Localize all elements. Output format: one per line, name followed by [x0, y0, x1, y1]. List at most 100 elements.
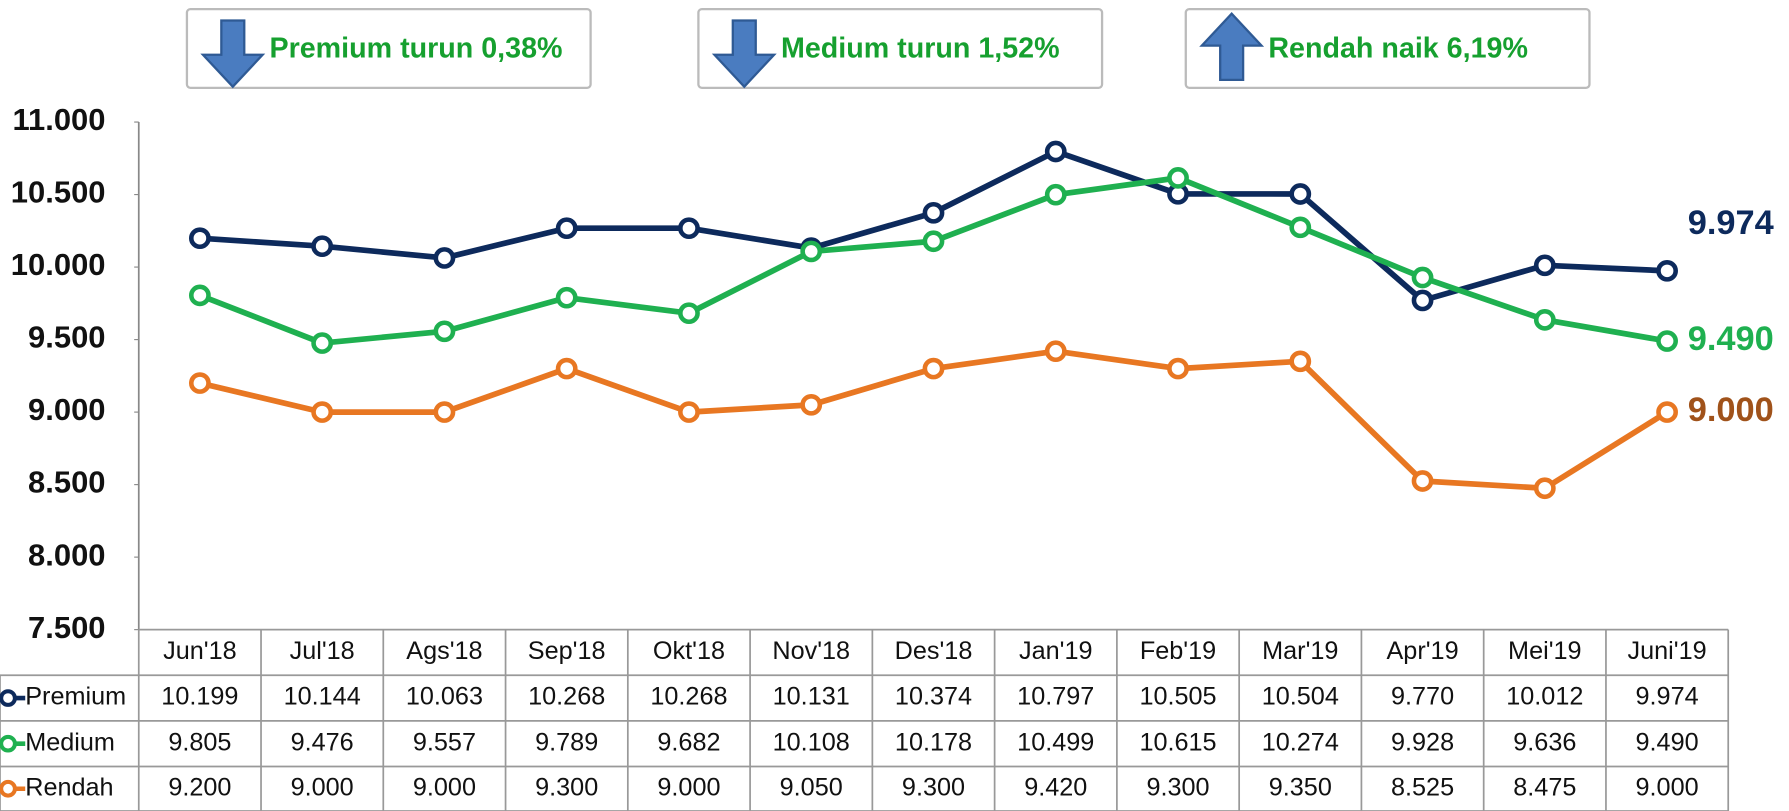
table-cell: 9.636 — [1513, 728, 1576, 756]
table-cell: 10.012 — [1506, 683, 1583, 711]
table-cell: 9.050 — [780, 773, 843, 801]
legend-marker — [0, 734, 17, 753]
table-cell: 9.000 — [1636, 773, 1699, 801]
table-cell: 9.300 — [1146, 773, 1209, 801]
point — [189, 372, 211, 394]
table-cell: 9.000 — [657, 773, 720, 801]
table-cell: 9.420 — [1024, 773, 1087, 801]
legend-label: Premium — [25, 683, 126, 711]
point — [311, 332, 334, 354]
table-cell: 10.131 — [773, 683, 850, 711]
table-cell: 10.063 — [406, 683, 483, 711]
table-cell: 8.525 — [1391, 773, 1454, 801]
table-cell: 10.505 — [1139, 683, 1216, 711]
table-cell: 10.144 — [284, 683, 361, 711]
table-cell: 9.789 — [535, 728, 598, 756]
table-cell: 10.499 — [1017, 728, 1094, 756]
table-cell: 10.274 — [1262, 728, 1339, 756]
point — [1533, 477, 1556, 500]
table-cell: 10.797 — [1017, 683, 1094, 711]
annotation-box — [1184, 7, 1591, 89]
y-tick-label: 8.000 — [28, 537, 105, 572]
point — [678, 302, 700, 325]
x-tick-label: Feb'19 — [1140, 637, 1216, 665]
point — [189, 227, 211, 250]
point — [922, 357, 945, 380]
x-tick-label: Des'18 — [895, 637, 973, 665]
arrow-icon — [1199, 12, 1265, 81]
point — [800, 394, 823, 416]
point — [1289, 183, 1312, 205]
point — [189, 284, 211, 307]
point — [922, 201, 945, 224]
point — [1044, 183, 1067, 206]
table-cell: 10.615 — [1139, 728, 1216, 756]
table-cell: 9.000 — [291, 773, 354, 801]
x-tick-label: Sep'18 — [528, 637, 606, 665]
table-cell: 9.476 — [291, 728, 354, 756]
point — [1656, 330, 1678, 352]
point — [678, 401, 700, 423]
table-cell: 9.682 — [657, 728, 720, 756]
table-cell: 10.268 — [528, 683, 605, 711]
y-tick-label: 11.000 — [13, 102, 106, 137]
table-cell: 9.490 — [1636, 728, 1699, 756]
point — [1044, 340, 1067, 363]
point — [311, 401, 334, 423]
y-tick-label: 9.500 — [28, 320, 105, 355]
end-label: 9.490 — [1688, 320, 1774, 358]
table-cell: 9.350 — [1269, 773, 1332, 801]
point — [1289, 216, 1312, 239]
y-tick-label: 10.000 — [11, 247, 106, 282]
x-tick-label: Juni'19 — [1628, 637, 1707, 665]
point — [1533, 309, 1556, 331]
point — [1411, 289, 1434, 312]
legend-marker — [0, 779, 17, 798]
annotation-box — [185, 7, 592, 89]
annotation-text: Premium turun 0,38% — [269, 33, 562, 65]
point — [1167, 167, 1189, 189]
table-cell: 10.268 — [650, 683, 727, 711]
x-tick-label: Jan'19 — [1019, 637, 1093, 665]
end-label: 9.974 — [1688, 204, 1774, 242]
annotation-text: Rendah naik 6,19% — [1268, 33, 1528, 65]
point — [311, 235, 334, 258]
x-tick-label: Apr'19 — [1386, 637, 1458, 665]
table-cell: 9.770 — [1391, 683, 1454, 711]
table-cell: 9.300 — [535, 773, 598, 801]
legend-marker — [0, 689, 17, 707]
table-cell: 10.374 — [895, 683, 972, 711]
arrow-icon — [200, 19, 266, 89]
table-cell: 8.475 — [1513, 773, 1576, 801]
point — [555, 286, 578, 309]
point — [1411, 470, 1434, 492]
table-cell: 10.108 — [773, 728, 850, 756]
x-tick-label: Jun'18 — [163, 637, 237, 665]
point — [555, 217, 578, 240]
point — [678, 217, 700, 240]
table-cell: 9.300 — [902, 773, 965, 801]
point — [433, 401, 456, 423]
x-tick-label: Jul'18 — [290, 637, 355, 665]
y-tick-label: 9.000 — [28, 392, 105, 427]
table-cell: 10.504 — [1262, 683, 1339, 711]
point — [555, 357, 578, 380]
point — [1167, 357, 1189, 380]
annotation-text: Medium turun 1,52% — [781, 33, 1060, 65]
point — [800, 240, 823, 263]
y-tick-label: 8.500 — [28, 465, 105, 500]
table-cell: 9.974 — [1636, 683, 1699, 711]
point — [433, 320, 456, 343]
end-label: 9.000 — [1688, 391, 1774, 429]
x-tick-label: Ags'18 — [406, 637, 482, 665]
point — [1656, 401, 1678, 423]
point — [1656, 260, 1678, 282]
point — [433, 247, 456, 269]
series-line — [199, 148, 1668, 304]
table-cell: 9.557 — [413, 728, 476, 756]
table-cell: 10.199 — [161, 683, 238, 711]
arrow-icon — [711, 19, 777, 89]
table-cell: 9.000 — [413, 773, 476, 801]
annotation-box — [697, 7, 1104, 89]
